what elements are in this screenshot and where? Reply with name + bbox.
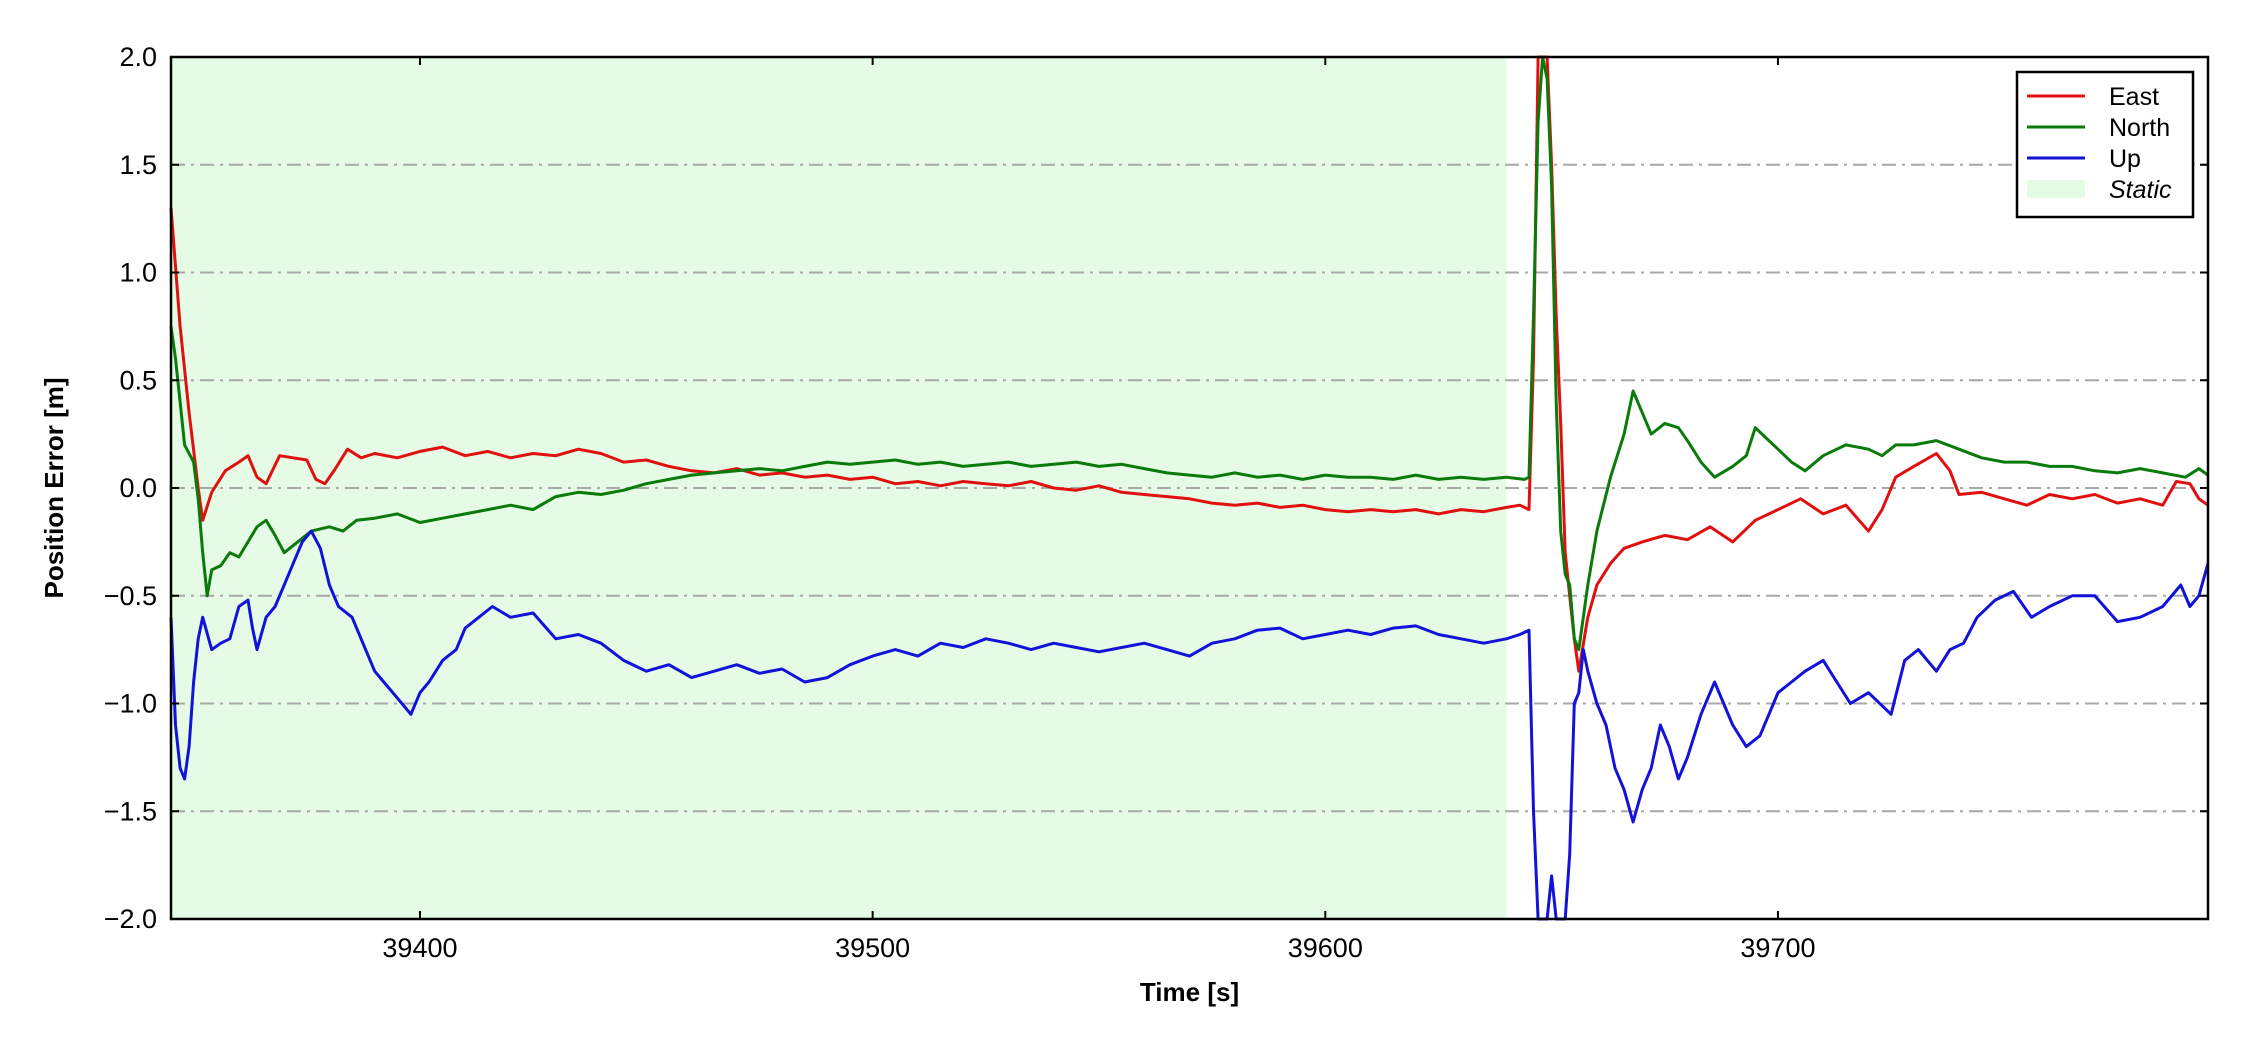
- y-tick-label: −1.5: [104, 796, 157, 826]
- series-line-east: [169, 55, 2209, 673]
- legend-label-east: East: [2109, 83, 2159, 111]
- x-tick-label: 39600: [1288, 933, 1363, 963]
- x-axis-label: Time [s]: [1140, 977, 1239, 1007]
- legend-swatch-static: [2027, 180, 2085, 198]
- y-axis-label: Position Error [m]: [39, 377, 69, 598]
- y-tick-label: 1.5: [119, 150, 157, 180]
- y-tick-label: 0.0: [119, 473, 157, 503]
- axis-ticks: −2.0 −1.5 −1.0 −0.5 0.0 0.5 1.0 1.5 2.0 39400 3950…: [104, 42, 2208, 963]
- legend-label-north: North: [2109, 114, 2170, 142]
- y-tick-label: 1.0: [119, 258, 157, 288]
- x-tick-label: 39500: [835, 933, 910, 963]
- series-line-up: [169, 529, 2210, 921]
- y-tick-label: 0.5: [119, 365, 157, 395]
- legend-label-static: Static: [2109, 176, 2172, 204]
- legend-label-up: Up: [2109, 145, 2141, 173]
- y-tick-label: 2.0: [119, 42, 157, 72]
- series-lines: [169, 55, 2210, 921]
- series-line-north: [169, 55, 2209, 652]
- y-tick-label: −2.0: [104, 904, 157, 934]
- y-tick-label: −0.5: [104, 581, 157, 611]
- x-tick-label: 39400: [382, 933, 457, 963]
- y-tick-label: −1.0: [104, 689, 157, 719]
- x-tick-label: 39700: [1740, 933, 1815, 963]
- legend: East North Up Static: [2015, 70, 2195, 219]
